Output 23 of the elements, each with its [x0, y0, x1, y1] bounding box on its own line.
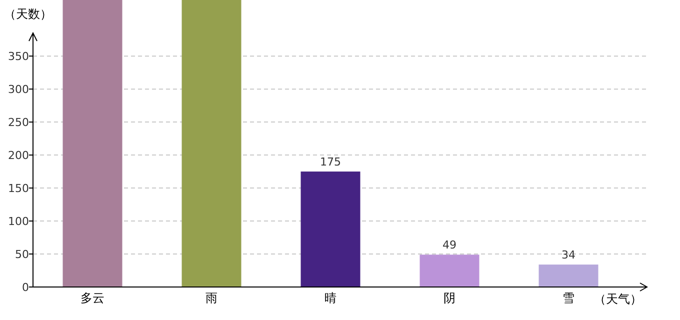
data-label: 49	[442, 238, 456, 252]
bar	[62, 0, 122, 287]
y-tick-label: 250	[8, 116, 29, 130]
data-label: 175	[320, 156, 341, 169]
y-tick-label: 50	[15, 248, 29, 262]
bar	[420, 254, 480, 287]
x-tick-label: 多云	[80, 291, 104, 305]
y-tick-label: 350	[8, 50, 29, 64]
x-axis-title: （天气）	[594, 292, 642, 306]
data-label: 34	[562, 248, 576, 262]
x-tick-label: 晴	[324, 291, 336, 305]
bar	[538, 264, 598, 287]
y-tick-label: 200	[8, 149, 29, 162]
x-tick-label: 雨	[206, 291, 218, 305]
y-tick-label: 150	[8, 182, 29, 196]
bar	[300, 172, 360, 287]
y-axis-title: （天数）	[4, 7, 52, 21]
bar	[182, 0, 242, 287]
y-tick-label: 300	[8, 83, 29, 96]
x-tick-label: 阴	[444, 291, 456, 305]
y-tick-label: 0	[22, 281, 29, 294]
x-tick-label: 雪	[562, 291, 574, 305]
y-tick-label: 100	[8, 215, 29, 228]
